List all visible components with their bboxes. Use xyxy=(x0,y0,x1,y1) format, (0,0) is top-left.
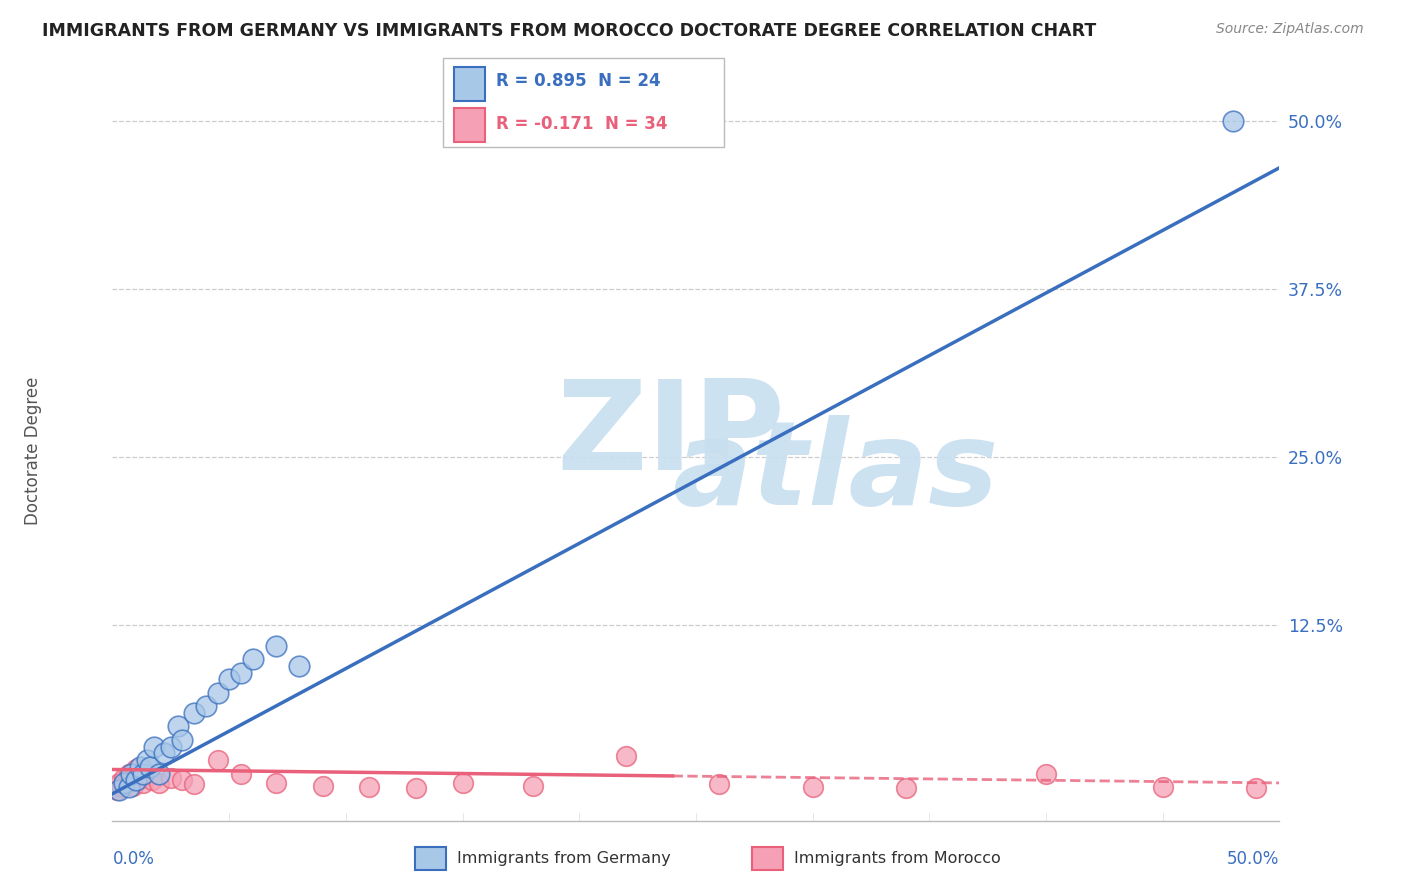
Point xyxy=(160,771,183,785)
Point xyxy=(522,779,544,793)
Point xyxy=(160,739,183,754)
Point xyxy=(118,766,141,780)
Point xyxy=(129,769,152,783)
Point xyxy=(1244,781,1267,796)
Point xyxy=(143,739,166,754)
Point xyxy=(105,782,128,797)
Point xyxy=(709,777,731,791)
Text: Doctorate Degree: Doctorate Degree xyxy=(24,376,42,524)
Point xyxy=(207,686,229,700)
Point xyxy=(218,673,240,687)
Point xyxy=(127,773,149,788)
Point xyxy=(148,776,170,790)
Point xyxy=(125,763,148,777)
Point xyxy=(614,749,637,764)
Point xyxy=(172,773,194,788)
Point xyxy=(359,780,381,794)
Point xyxy=(405,781,427,796)
Point xyxy=(136,766,159,780)
Point xyxy=(264,776,287,790)
Point xyxy=(120,766,142,780)
Point xyxy=(801,780,824,794)
Point xyxy=(132,766,155,780)
Point xyxy=(242,652,264,666)
Point xyxy=(108,782,131,797)
Point xyxy=(229,766,252,780)
Text: 0.0%: 0.0% xyxy=(112,850,155,868)
Text: 50.0%: 50.0% xyxy=(1227,850,1279,868)
Point xyxy=(115,777,138,791)
Point xyxy=(112,776,135,790)
Text: atlas: atlas xyxy=(672,415,1000,530)
Text: R = 0.895  N = 24: R = 0.895 N = 24 xyxy=(496,72,661,90)
Point xyxy=(125,773,148,788)
Point xyxy=(1222,113,1244,128)
Text: ZIP: ZIP xyxy=(555,376,785,496)
Point xyxy=(132,776,155,790)
Point xyxy=(108,776,131,790)
Point xyxy=(229,665,252,680)
Point xyxy=(166,719,188,733)
Point xyxy=(194,699,217,714)
Text: IMMIGRANTS FROM GERMANY VS IMMIGRANTS FROM MOROCCO DOCTORATE DEGREE CORRELATION : IMMIGRANTS FROM GERMANY VS IMMIGRANTS FR… xyxy=(42,22,1097,40)
Point xyxy=(120,773,142,788)
Point xyxy=(264,639,287,653)
Point xyxy=(104,780,127,794)
Text: Immigrants from Morocco: Immigrants from Morocco xyxy=(794,851,1001,866)
Point xyxy=(451,776,474,790)
Point xyxy=(311,779,333,793)
Point xyxy=(129,760,152,774)
Point xyxy=(172,732,194,747)
Text: Immigrants from Germany: Immigrants from Germany xyxy=(457,851,671,866)
Point xyxy=(153,747,176,761)
Point xyxy=(1152,780,1174,794)
Point xyxy=(122,779,145,793)
Point xyxy=(139,760,162,774)
Point xyxy=(288,658,311,673)
Point xyxy=(183,777,205,791)
Text: Source: ZipAtlas.com: Source: ZipAtlas.com xyxy=(1216,22,1364,37)
Point xyxy=(207,753,229,767)
Point xyxy=(183,706,205,720)
Point xyxy=(141,773,163,788)
Point xyxy=(118,780,141,794)
Text: R = -0.171  N = 34: R = -0.171 N = 34 xyxy=(496,115,668,133)
Point xyxy=(148,766,170,780)
Point xyxy=(111,780,134,794)
Point xyxy=(136,753,159,767)
Point xyxy=(1035,766,1057,780)
Point xyxy=(894,781,917,796)
Point xyxy=(112,771,135,785)
